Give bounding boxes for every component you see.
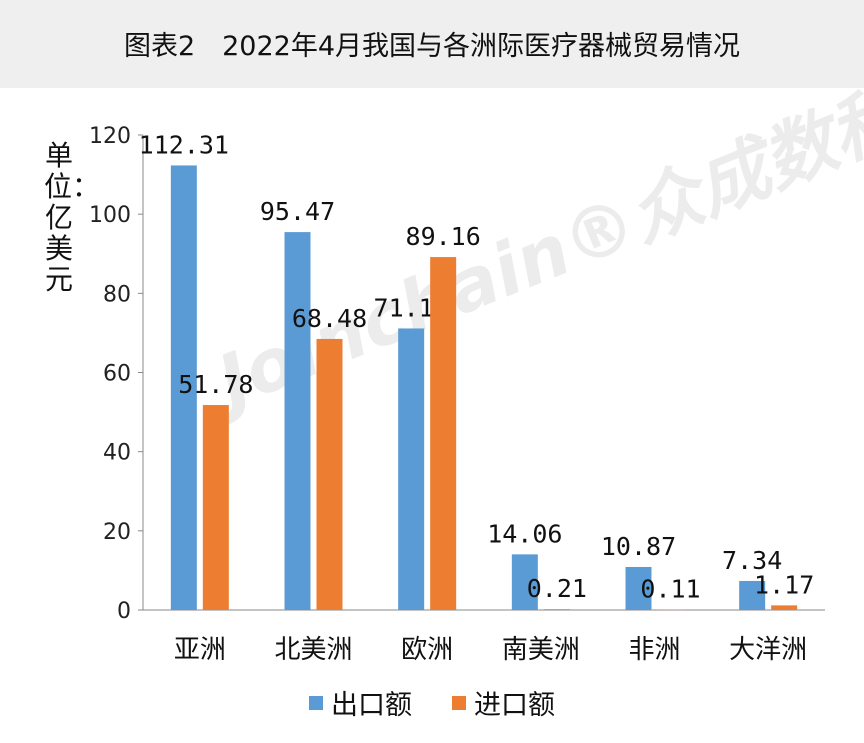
category-label: 北美洲 [274,635,352,665]
data-label-import: 89.16 [406,222,481,251]
title-bar [0,0,864,88]
legend-label-export: 出口额 [331,690,412,721]
bar-export [170,165,197,611]
y-tick-label: 0 [117,599,131,624]
data-label-import: 0.21 [527,574,587,603]
bar-export [511,554,538,610]
data-label-export: 112.31 [139,130,229,159]
category-label: 南美洲 [502,635,580,665]
bar-import [202,405,229,610]
legend-swatch-import [452,695,466,710]
bar-import [316,338,343,610]
y-tick-label: 100 [89,203,131,228]
data-label-export: 7.34 [722,546,782,575]
data-label-import: 51.78 [178,370,253,399]
data-label-import: 1.17 [754,570,814,599]
bar-import [430,257,457,610]
category-label: 大洋洲 [729,635,807,665]
data-label-export: 14.06 [487,519,562,548]
y-tick-label: 20 [103,520,131,545]
legend-label-import: 进口额 [474,690,555,721]
bar-export [398,328,425,610]
bar-export [625,566,652,610]
data-label-export: 95.47 [260,197,335,226]
category-label: 非洲 [628,635,680,665]
bar-import [771,605,798,610]
data-label-import: 68.48 [292,304,367,333]
bar-import [657,609,684,611]
bar-export [739,580,766,610]
chart-title: 图表2 2022年4月我国与各洲际医疗器械贸易情况 [123,31,741,62]
bar-export [284,232,311,611]
bar-import [543,609,570,610]
category-label: 欧洲 [401,635,453,665]
y-tick-label: 120 [89,124,131,149]
legend-item-import: 进口额 [452,683,555,722]
legend: 出口额 进口额 [0,683,864,722]
y-tick-label: 60 [103,362,131,387]
data-label-export: 10.87 [601,532,676,561]
legend-item-export: 出口额 [309,683,412,722]
y-tick-label: 80 [103,282,131,307]
category-label: 亚洲 [174,635,226,665]
legend-swatch-export [309,695,323,710]
data-label-import: 0.11 [640,575,700,604]
y-tick-label: 40 [103,441,131,466]
